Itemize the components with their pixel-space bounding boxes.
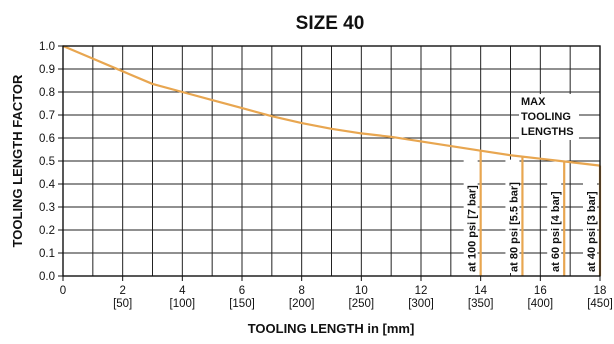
y-tick-label: 0.7 <box>39 110 55 122</box>
y-tick-label: 0.3 <box>39 202 55 214</box>
chart-title: SIZE 40 <box>296 13 365 34</box>
x-tick-label: 4 <box>179 285 186 297</box>
x-tick-sublabel-mm: [150] <box>229 298 255 310</box>
annotation-line-3: LENGTHS <box>521 126 574 138</box>
x-tick-label: 18 <box>594 285 607 297</box>
x-tick-label: 8 <box>298 285 304 297</box>
x-axis-label: TOOLING LENGTH in [mm] <box>248 321 415 336</box>
y-tick-label: 0.6 <box>39 133 55 145</box>
x-tick-sublabel-mm: [100] <box>170 298 196 310</box>
x-tick-label: 10 <box>355 285 368 297</box>
y-tick-label: 0.2 <box>39 225 55 237</box>
marker-label-background <box>463 153 478 273</box>
marker-label-background <box>547 164 562 273</box>
x-tick-sublabel-mm: [350] <box>468 298 494 310</box>
plot-frame <box>62 45 601 277</box>
y-tick-label: 0.0 <box>39 271 55 283</box>
marker-label-background <box>583 168 597 273</box>
y-axis-label: TOOLING LENGTH FACTOR <box>10 74 25 247</box>
max-length-label: at 40 psi [3 bar] <box>586 191 598 272</box>
x-tick-sublabel-mm: [50] <box>113 298 132 310</box>
marker-label-background <box>505 159 520 273</box>
annotation-line-1: MAX <box>521 96 546 108</box>
x-tick-label: 12 <box>415 285 428 297</box>
y-tick-label: 0.5 <box>39 156 55 168</box>
y-tick-label: 1.0 <box>39 41 55 53</box>
max-length-markers: at 100 psi [7 bar] at 80 psi [5.5 bar] at … <box>463 150 602 276</box>
max-length-label: at 100 psi [7 bar] <box>467 185 479 272</box>
max-length-label: at 60 psi [4 bar] <box>550 191 562 272</box>
x-tick-sublabel-mm: [450] <box>587 298 613 310</box>
x-tick-sublabel-mm: [400] <box>528 298 554 310</box>
x-tick-label: 14 <box>474 285 487 297</box>
annotation-background <box>519 94 579 140</box>
x-tick-label: 0 <box>60 285 66 297</box>
axis-ticks: 0 2[50] 4[100] 6[150] 8[200] 10[250] 12[300] 14… <box>39 41 613 310</box>
x-tick-sublabel-mm: [250] <box>349 298 375 310</box>
x-tick-label: 2 <box>119 285 125 297</box>
x-tick-label: 6 <box>239 285 245 297</box>
y-tick-label: 0.4 <box>39 179 56 191</box>
x-tick-sublabel-mm: [300] <box>408 298 434 310</box>
max-tooling-lengths-annotation: MAX TOOLING LENGTHS <box>521 96 574 138</box>
x-tick-label: 16 <box>534 285 547 297</box>
annotation-line-2: TOOLING <box>521 111 571 123</box>
plot-area <box>62 44 601 167</box>
series-line-0 <box>62 44 601 167</box>
max-length-label: at 80 psi [5.5 bar] <box>508 182 520 272</box>
y-tick-label: 0.9 <box>39 64 55 76</box>
x-tick-sublabel-mm: [200] <box>289 298 315 310</box>
y-tick-label: 0.8 <box>39 87 55 99</box>
y-tick-label: 0.1 <box>39 248 55 260</box>
